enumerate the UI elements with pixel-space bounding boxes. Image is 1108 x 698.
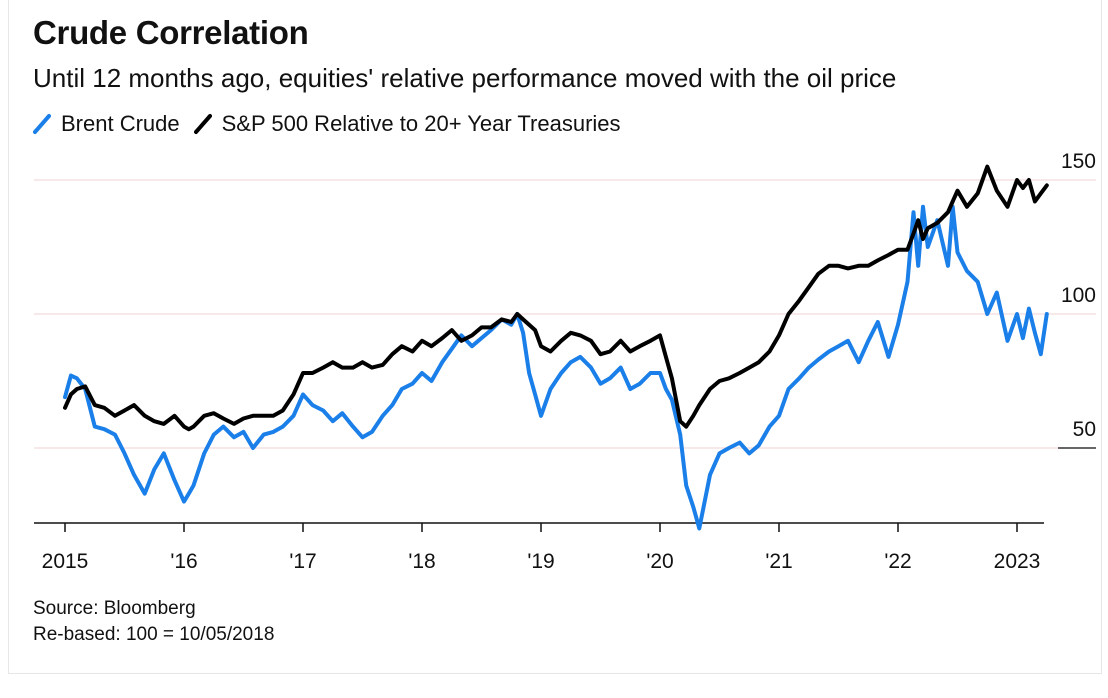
series-line-sp500-relative — [63, 164, 1049, 432]
chart-card — [8, 0, 1102, 674]
legend-item-spx: S&P 500 Relative to 20+ Year Treasuries — [193, 111, 621, 137]
x-tick-label-2017: '17 — [289, 550, 316, 573]
source-note: Source: Bloomberg — [33, 598, 196, 619]
legend-swatch-spx — [193, 114, 212, 134]
legend-item-brent: Brent Crude — [33, 111, 180, 137]
legend-label-spx: S&P 500 Relative to 20+ Year Treasuries — [221, 111, 621, 136]
legend-swatch-brent — [33, 114, 51, 134]
series-line-brent-crude — [63, 204, 1049, 531]
rebase-note: Re-based: 100 = 10/05/2018 — [33, 624, 275, 645]
x-tick-label-2015: 2015 — [42, 550, 89, 573]
x-tick-label-2020: '20 — [646, 550, 673, 573]
x-tick-label-2023: 2023 — [994, 550, 1041, 573]
x-tick-label-2019: '19 — [527, 550, 554, 573]
gridlines — [34, 179, 1096, 449]
x-tick-label-2018: '18 — [408, 550, 435, 573]
x-axis: 2015 '16 '17 '18 '19 '20 '21 '22 2023 — [34, 522, 1044, 573]
y-tick-label-150: 150 — [1061, 150, 1096, 173]
x-tick-label-2021: '21 — [765, 550, 792, 573]
y-tick-labels: 50 100 150 — [1061, 150, 1096, 441]
chart-legend: Brent Crude S&P 500 Relative to 20+ Year… — [33, 111, 635, 137]
legend-label-brent: Brent Crude — [61, 111, 180, 136]
x-tick-label-2016: '16 — [170, 550, 197, 573]
chart-title: Crude Correlation — [33, 14, 309, 51]
x-tick-label-2022: '22 — [884, 550, 911, 573]
y-tick-label-100: 100 — [1061, 284, 1096, 307]
series-lines — [63, 164, 1049, 531]
y-tick-label-50: 50 — [1073, 418, 1096, 441]
chart-subtitle: Until 12 months ago, equities' relative … — [33, 63, 897, 93]
